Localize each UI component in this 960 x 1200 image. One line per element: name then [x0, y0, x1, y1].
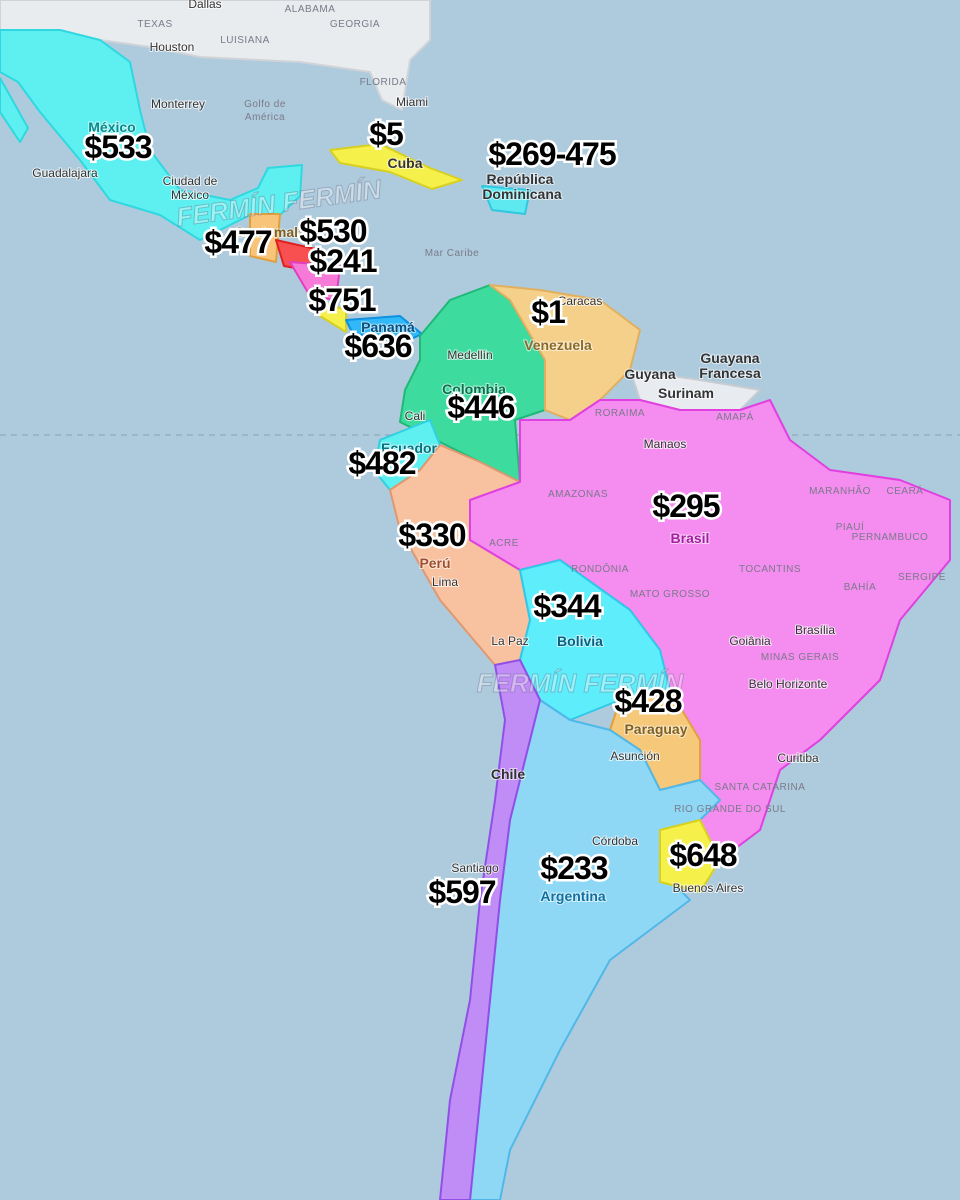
region-label: Mar Caribe	[425, 248, 479, 259]
nicaragua	[289, 261, 341, 301]
city-label: Dallas	[188, 0, 221, 11]
region-label: TOCANTINS	[739, 564, 801, 575]
city-label: Cali	[405, 409, 426, 423]
price-label: $636	[344, 328, 411, 364]
country-label: Colombia	[442, 381, 506, 397]
region-label: GEORGIA	[330, 19, 380, 30]
region-label: AMAZONAS	[548, 489, 608, 500]
price-label: $233	[540, 850, 607, 886]
price-label: $530	[299, 213, 366, 249]
region-label: LUISIANA	[220, 35, 270, 46]
region-label: SERGIPE	[898, 572, 946, 583]
city-label: Houston	[150, 40, 195, 54]
chile	[439, 659, 541, 1200]
country-label: México	[88, 119, 135, 135]
price-label: $446	[447, 389, 514, 425]
country-label: Paraguay	[624, 721, 687, 737]
price-label: $241	[309, 243, 376, 279]
hispaniola	[481, 185, 531, 215]
country-label: Panamá	[361, 319, 415, 335]
country-label: Argentina	[540, 888, 606, 904]
region-label: CEARÁ	[887, 484, 924, 497]
region-label: ALABAMA	[285, 4, 336, 15]
country-label: Venezuela	[524, 337, 592, 353]
price-label: $648	[669, 837, 736, 873]
city-label: Miami	[396, 95, 428, 109]
country-label: Cuba	[388, 155, 423, 171]
country-label: Francesa	[699, 365, 761, 381]
region-label: PIAUÍ	[836, 520, 865, 533]
price-label: $344	[533, 588, 601, 624]
country-label: Guyana	[624, 366, 676, 382]
price-label: $597	[428, 874, 495, 910]
city-label: Santiago	[451, 861, 499, 875]
region-label: TEXAS	[137, 19, 172, 30]
price-label: $330	[398, 517, 465, 553]
city-label: Brasília	[795, 623, 835, 637]
city-label: Ciudad de	[163, 174, 218, 188]
country-label: República	[487, 171, 554, 187]
country-label: Bolivia	[557, 633, 603, 649]
city-label: Medellín	[447, 348, 492, 362]
mexico	[0, 29, 303, 241]
region-label: RORAIMA	[595, 408, 645, 419]
region-label: SANTA CATARINA	[715, 782, 806, 793]
country-label: Guayana	[700, 350, 759, 366]
country-label: Dominicana	[482, 186, 562, 202]
region-label: ACRE	[489, 538, 519, 549]
price-label: $482	[348, 445, 415, 481]
region-label: MINAS GERAIS	[761, 652, 839, 663]
region-label: BAHÍA	[844, 580, 877, 593]
region-label: RIO GRANDE DO SUL	[674, 804, 786, 815]
country-label: Brasil	[671, 530, 710, 546]
city-label: Belo Horizonte	[749, 677, 828, 691]
costa-rica	[313, 299, 347, 333]
country-label: Surinam	[658, 385, 714, 401]
region-label: Golfo de	[244, 99, 286, 110]
watermark: FERMÍN FERMÍN	[477, 668, 685, 698]
city-label: Caracas	[558, 294, 603, 308]
price-label: $428	[614, 683, 681, 719]
city-label: Lima	[432, 575, 458, 589]
city-label: Buenos Aires	[673, 881, 744, 895]
region-label: PERNAMBUCO	[852, 532, 929, 543]
price-label: $477	[204, 224, 271, 260]
region-label: AMAPÁ	[716, 410, 754, 423]
region-label: FLORIDA	[360, 77, 407, 88]
price-label: $533	[84, 129, 151, 165]
city-label: Asunción	[610, 749, 659, 763]
region-label: RONDÔNIA	[571, 562, 629, 575]
country-label: Chile	[491, 766, 525, 782]
price-label: $751	[308, 282, 375, 318]
city-label: México	[171, 188, 209, 202]
city-label: Córdoba	[592, 834, 638, 848]
city-label: Manaos	[644, 437, 687, 451]
uruguay	[659, 819, 721, 893]
country-label: Guatemala	[234, 224, 306, 240]
baja	[0, 77, 29, 143]
country-label: Perú	[419, 555, 450, 571]
price-label: $295	[652, 488, 719, 524]
city-label: La Paz	[491, 634, 528, 648]
panama	[345, 315, 423, 347]
city-label: Guadalajara	[32, 166, 98, 180]
cuba	[329, 143, 463, 190]
region-label: América	[245, 112, 285, 123]
region-label: MATO GROSSO	[630, 589, 710, 600]
price-label: $1	[531, 294, 565, 330]
guatemala	[249, 213, 281, 263]
price-label: $269-475	[488, 136, 615, 172]
price-label: $5	[369, 116, 403, 152]
city-label: Goiânia	[729, 634, 771, 648]
city-label: Curitiba	[777, 751, 819, 765]
country-label: Ecuador	[381, 440, 438, 456]
city-label: Monterrey	[151, 97, 205, 111]
region-label: MARANHÃO	[809, 484, 871, 497]
